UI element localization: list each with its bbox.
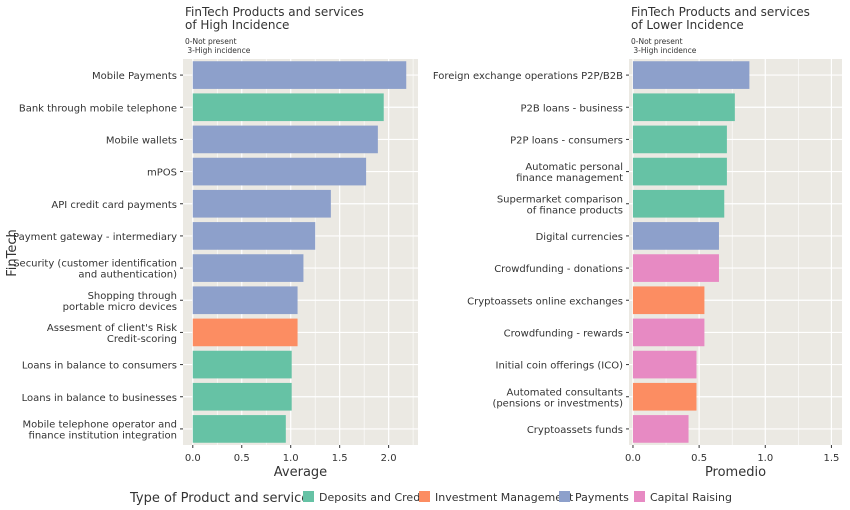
legend-label: Capital Raising — [650, 491, 732, 504]
panel-lower-incidence: Foreign exchange operations P2P/B2B P2B l… — [433, 5, 842, 480]
legend-swatch — [303, 491, 314, 502]
bar — [192, 350, 292, 379]
bar — [192, 318, 298, 347]
x-tick-label: 0.0 — [185, 453, 201, 464]
bar — [632, 286, 705, 315]
category-label: Loans in balance to businesses — [22, 393, 177, 404]
x-tick-label: 1.5 — [823, 453, 839, 464]
x-tick-label: 0.0 — [625, 453, 641, 464]
category-label: Mobile telephone operator and finance ins… — [23, 419, 177, 441]
bar — [632, 157, 727, 186]
legend-title: Type of Product and service — [129, 491, 309, 506]
category-label: Foreign exchange operations P2P/B2B — [433, 71, 623, 82]
bar — [192, 382, 292, 411]
legend-label: Investment Management — [435, 491, 574, 504]
x-tick-label: 2.0 — [381, 453, 397, 464]
bar — [192, 286, 298, 315]
category-label: Supermarket comparison of finance product… — [497, 194, 623, 216]
x-tick-label: 0.5 — [691, 453, 707, 464]
category-label: Digital currencies — [536, 232, 623, 243]
category-label: Crowdfunding - rewards — [504, 328, 623, 339]
category-label: mPOS — [147, 168, 177, 179]
bar — [632, 382, 697, 411]
legend: Type of Product and service Deposits and… — [129, 491, 732, 506]
bar — [192, 222, 316, 250]
category-label: Assesment of client's Risk Credit-scoring — [47, 323, 177, 345]
chart-subtitle: 0-Not present 3-High incidence — [631, 37, 697, 55]
x-axis-label: Average — [274, 465, 327, 480]
y-axis-title: FinTech — [5, 229, 20, 277]
category-label: Cryptoassets funds — [527, 425, 623, 436]
category-label: Bank through mobile telephone — [19, 103, 177, 114]
chart-title: FinTech Products and services of High Inc… — [185, 5, 364, 32]
bar — [632, 189, 725, 218]
x-tick-label: 1.5 — [332, 453, 348, 464]
bar — [632, 93, 735, 122]
bar — [192, 125, 378, 154]
bar — [192, 415, 286, 443]
category-label: Cryptoassets online exchanges — [467, 296, 623, 307]
category-label: Loans in balance to consumers — [22, 361, 177, 372]
category-label: Shopping through portable micro devices — [63, 291, 177, 313]
legend-label: Deposits and Credit — [319, 491, 428, 504]
x-axis-label: Promedio — [705, 465, 766, 480]
category-label: Automated consultants (pensions or invest… — [492, 387, 623, 409]
panel-high-incidence: Mobile Payments Bank through mobile telep… — [13, 5, 418, 480]
category-label: Automatic personal finance management — [516, 162, 623, 184]
bar — [192, 61, 407, 89]
bar — [192, 254, 304, 282]
bar — [632, 318, 705, 347]
x-tick-label: 1.0 — [283, 453, 299, 464]
bar — [632, 254, 719, 282]
category-label: Initial coin offerings (ICO) — [496, 361, 624, 372]
bar — [192, 93, 384, 122]
bar — [632, 125, 727, 154]
bar — [632, 350, 697, 379]
plot-background — [183, 59, 418, 445]
chart-title: FinTech Products and services of Lower In… — [631, 5, 810, 32]
category-label: Security (customer identification and aut… — [13, 259, 177, 281]
legend-label: Payments — [575, 491, 629, 504]
plot-background — [629, 59, 842, 445]
category-label: Mobile Payments — [92, 71, 177, 82]
category-label: P2B loans - business — [520, 103, 623, 114]
legend-swatch — [419, 491, 430, 502]
legend-swatch — [634, 491, 645, 502]
x-tick-label: 0.5 — [234, 453, 250, 464]
legend-swatch — [559, 491, 570, 502]
bar — [632, 222, 719, 250]
bar — [192, 157, 367, 186]
chart-subtitle: 0-Not present 3-High incidence — [185, 37, 251, 55]
category-label: Payment gateway - intermediary — [13, 232, 177, 243]
category-label: API credit card payments — [51, 200, 177, 211]
bar — [192, 189, 331, 218]
bar — [632, 61, 750, 89]
category-label: Mobile wallets — [106, 135, 177, 146]
category-label: Crowdfunding - donations — [494, 264, 623, 275]
x-tick-label: 1.0 — [757, 453, 773, 464]
bar — [632, 415, 689, 443]
category-label: P2P loans - consumers — [510, 135, 623, 146]
